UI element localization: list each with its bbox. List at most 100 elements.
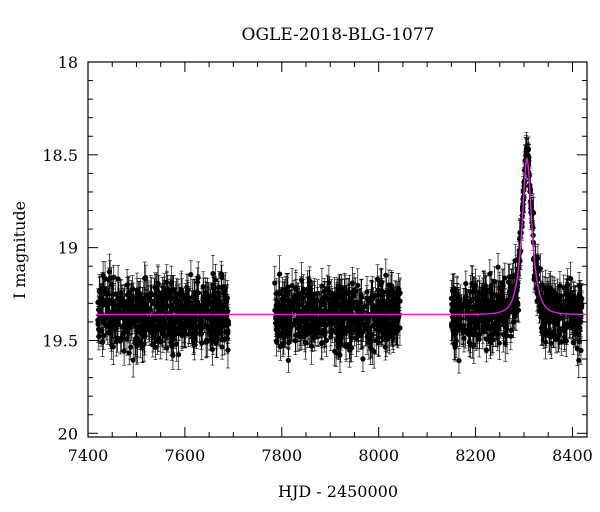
data-point [171, 318, 177, 325]
data-point [343, 329, 350, 335]
data-point [190, 294, 196, 300]
data-point [152, 328, 158, 334]
data-point [219, 344, 225, 350]
data-point [193, 289, 199, 296]
data-point [213, 298, 219, 304]
data-point [178, 286, 184, 292]
data-point [358, 330, 365, 336]
data-point [180, 303, 186, 310]
data-point [128, 344, 134, 350]
data-point [309, 295, 315, 301]
data-point [194, 304, 200, 310]
data-point [146, 322, 152, 328]
data-point [305, 328, 311, 334]
data-point [282, 315, 288, 321]
data-point [117, 338, 123, 344]
data-point [379, 320, 385, 326]
data-point [117, 301, 123, 307]
data-point [132, 337, 139, 343]
data-point [383, 272, 389, 278]
data-point [297, 333, 303, 340]
data-point [298, 277, 305, 283]
data-point [154, 302, 160, 308]
data-point [349, 345, 355, 351]
data-point [121, 348, 127, 354]
data-point [276, 332, 282, 339]
data-point [392, 303, 399, 309]
data-point [286, 304, 293, 310]
data-point [124, 282, 130, 288]
data-point [319, 283, 325, 289]
data-point [153, 292, 159, 298]
data-point [321, 316, 327, 323]
data-point [203, 339, 209, 345]
data-point [311, 327, 318, 333]
data-point [378, 327, 385, 333]
data-point [96, 333, 102, 340]
data-point [182, 330, 188, 336]
data-point [198, 318, 204, 324]
data-point [101, 333, 107, 339]
data-point [389, 324, 395, 330]
data-point [137, 339, 144, 345]
data-point [121, 303, 127, 309]
data-point [337, 352, 343, 358]
data-point [166, 293, 173, 299]
data-point [388, 283, 395, 289]
data-point [336, 293, 342, 299]
data-point [296, 308, 302, 314]
data-point [321, 288, 327, 294]
data-point [207, 300, 214, 306]
data-point [216, 284, 222, 290]
data-point [289, 282, 295, 289]
data-point [213, 333, 220, 339]
data-point [344, 291, 350, 297]
data-point [137, 306, 144, 312]
data-point [190, 338, 196, 344]
data-point [151, 316, 157, 322]
data-point [315, 290, 321, 296]
data-layer [95, 132, 585, 379]
data-point [281, 293, 287, 299]
data-point [277, 271, 283, 277]
data-point [314, 323, 321, 329]
data-point [167, 288, 173, 294]
data-point [384, 334, 390, 341]
data-point [143, 308, 149, 314]
data-point [136, 291, 142, 297]
data-point [218, 271, 224, 277]
data-point [377, 308, 383, 314]
data-point [130, 296, 136, 302]
data-point [165, 325, 171, 331]
data-point [194, 279, 201, 285]
data-point [164, 345, 170, 351]
data-point [191, 342, 197, 348]
data-point [122, 328, 128, 335]
data-point [179, 325, 185, 331]
data-point [355, 282, 361, 288]
data-point [293, 286, 299, 292]
data-point [137, 327, 143, 333]
data-point [158, 339, 164, 345]
data-point [139, 345, 146, 351]
data-point [224, 295, 230, 301]
data-point [380, 302, 386, 308]
data-point [104, 303, 110, 309]
data-point [210, 329, 217, 335]
data-point [383, 289, 390, 295]
data-point [130, 357, 136, 363]
data-point [142, 334, 148, 340]
data-point [332, 348, 338, 354]
data-point [142, 300, 148, 307]
data-point [365, 319, 371, 326]
data-point [322, 293, 328, 299]
chart-title: OGLE-2018-BLG-1077 [242, 25, 435, 45]
data-point [148, 290, 154, 296]
data-point [169, 343, 175, 349]
data-point [95, 317, 101, 323]
data-point [276, 290, 282, 297]
data-point [218, 320, 224, 327]
data-point [109, 342, 115, 348]
data-point [295, 303, 301, 309]
data-point [284, 289, 290, 295]
